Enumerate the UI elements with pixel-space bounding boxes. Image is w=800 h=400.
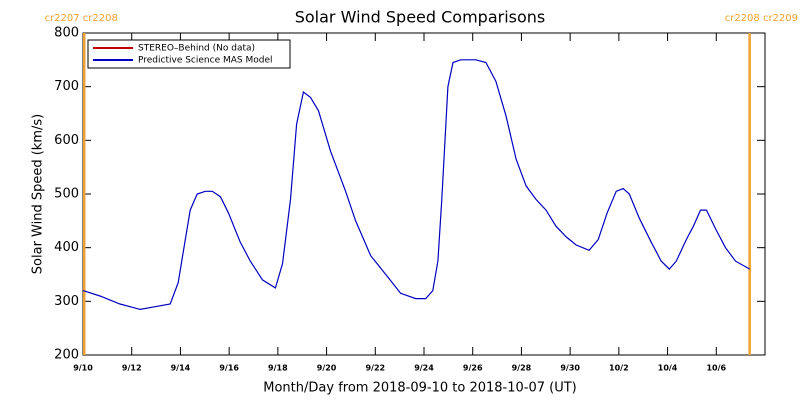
y-tick-label: 200 [54,348,79,363]
y-axis-label: Solar Wind Speed (km/s) [31,114,46,274]
carrington-label: cr2208 cr2209 [725,13,798,24]
x-tick-label: 10/2 [609,364,629,373]
x-tick-label: 9/24 [414,364,434,373]
series-line [82,59,750,311]
legend-box [87,39,291,69]
legend-label: STEREO–Behind (No data) [138,44,255,54]
carrington-label: cr2207 cr2208 [45,13,118,24]
x-tick-label: 9/28 [512,364,532,373]
x-tick-label: 9/14 [171,364,191,373]
x-tick-label: 10/6 [706,364,726,373]
x-tick-label: 9/10 [73,364,93,373]
x-tick-label: 9/22 [365,364,385,373]
x-tick-label: 9/18 [268,364,288,373]
x-tick-label: 9/30 [560,364,580,373]
x-tick-label: 10/4 [658,364,678,373]
x-axis-label: Month/Day from 2018-09-10 to 2018-10-07 … [263,381,576,396]
chart-title: Solar Wind Speed Comparisons [295,8,546,27]
legend-label: Predictive Science MAS Model [138,56,273,66]
x-tick-label: 9/20 [317,364,337,373]
y-tick-label: 500 [54,187,79,202]
x-tick-label: 9/26 [463,364,483,373]
x-tick-label: 9/12 [122,364,142,373]
y-tick-label: 400 [54,240,79,255]
y-tick-label: 700 [54,79,79,94]
y-tick-label: 300 [54,294,79,309]
y-tick-label: 600 [54,133,79,148]
x-tick-label: 9/16 [219,364,239,373]
y-tick-label: 800 [54,26,79,41]
